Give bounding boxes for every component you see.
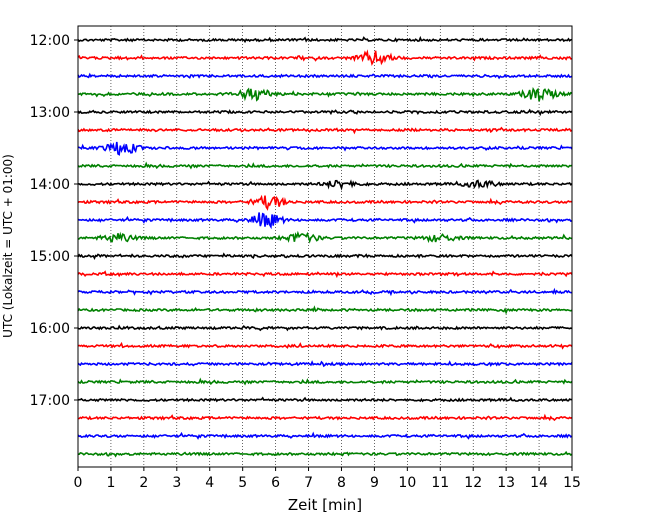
x-tick-label: 1 [106, 475, 115, 491]
trace-1430 [77, 212, 573, 230]
trace-1330 [77, 141, 573, 156]
x-tick-label: 10 [398, 475, 416, 491]
trace-1245 [77, 86, 573, 102]
trace-1615 [77, 341, 573, 350]
trace-1445 [77, 230, 573, 244]
y-tick-label: 16:00 [30, 321, 70, 337]
x-tick-label: 3 [172, 475, 181, 491]
x-axis-label: Zeit [min] [288, 496, 362, 514]
x-tick-label: 2 [139, 475, 148, 491]
x-tick-label: 8 [337, 475, 346, 491]
trace-1415 [77, 194, 573, 211]
trace-1715 [77, 413, 573, 422]
trace-1315 [77, 126, 573, 135]
x-tick-label: 13 [497, 475, 515, 491]
trace-1230 [77, 72, 573, 80]
trace-1345 [77, 161, 573, 170]
trace-1530 [77, 287, 573, 297]
x-tick-label: 9 [370, 475, 379, 491]
trace-1400 [77, 179, 573, 191]
trace-1545 [77, 305, 573, 315]
x-tick-label: 11 [431, 475, 449, 491]
trace-1500 [77, 252, 573, 261]
trace-1730 [77, 431, 573, 440]
x-tick-label: 6 [271, 475, 280, 491]
y-tick-label: 17:00 [30, 393, 70, 409]
y-axis: 12:00 13:00 14:00 15:00 16:00 17:00 [30, 33, 78, 409]
trace-1300 [77, 108, 573, 117]
x-tick-label: 14 [530, 475, 548, 491]
plot-frame [77, 25, 573, 468]
trace-1200 [77, 35, 573, 44]
trace-1745 [78, 450, 573, 458]
x-axis: 0 1 2 3 4 5 6 7 8 9 10 11 12 13 14 15 [74, 467, 581, 491]
trace-1515 [77, 270, 573, 279]
y-tick-label: 15:00 [30, 249, 70, 265]
y-tick-label: 12:00 [30, 33, 70, 49]
trace-1645 [77, 377, 573, 386]
x-tick-label: 7 [304, 475, 313, 491]
x-tick-label: 15 [563, 475, 581, 491]
y-tick-label: 13:00 [30, 105, 70, 121]
x-tick-label: 5 [238, 475, 247, 491]
trace-group [77, 35, 573, 458]
y-tick-label: 14:00 [30, 177, 70, 193]
x-tick-label: 4 [205, 475, 214, 491]
x-tick-label: 0 [74, 475, 83, 491]
trace-1215 [77, 49, 572, 66]
x-tick-label: 12 [464, 475, 482, 491]
trace-1700 [77, 396, 572, 403]
trace-1630 [77, 360, 573, 368]
y-axis-label: UTC (Lokalzeit = UTC + 01:00) [1, 154, 15, 338]
trace-1600 [77, 324, 573, 332]
